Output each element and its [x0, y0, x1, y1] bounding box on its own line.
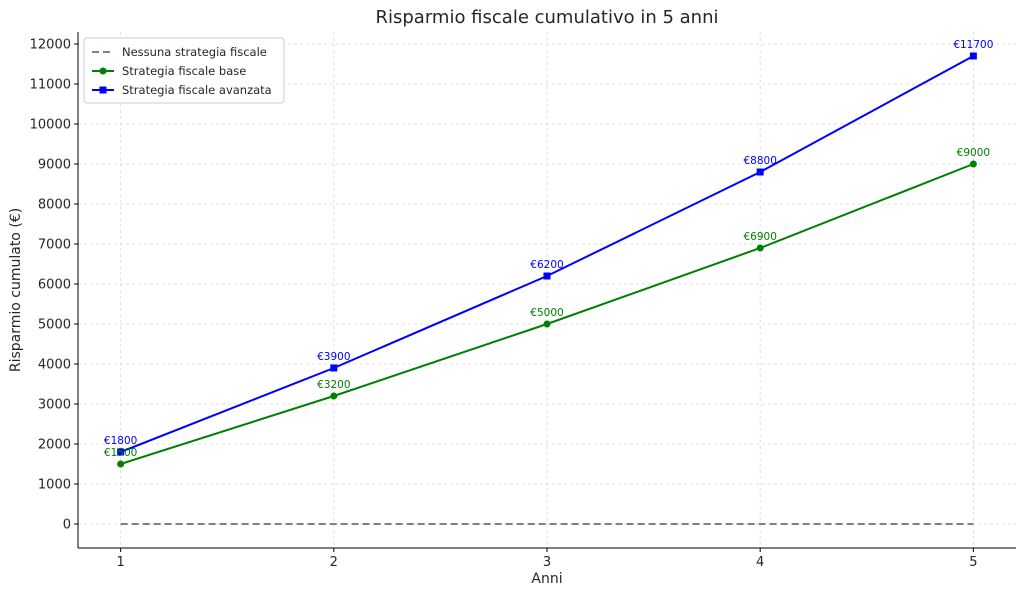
- y-tick-label-8: 8000: [38, 198, 71, 213]
- series-2-data-label-2: €6200: [530, 259, 563, 271]
- series-2-point-2: [543, 272, 551, 280]
- grid: [78, 32, 1016, 548]
- x-tick-label-2: 3: [543, 555, 551, 570]
- y-tick-label-12: 12000: [30, 38, 71, 53]
- x-tick-label-1: 2: [330, 555, 338, 570]
- legend: Nessuna strategia fiscale Strategia fisca…: [83, 37, 285, 104]
- x-tick-label-0: 1: [116, 555, 124, 570]
- x-tick-label-3: 4: [756, 555, 764, 570]
- legend-label-2: Strategia fiscale avanzata: [122, 83, 272, 97]
- series-2-point-0: [117, 448, 125, 456]
- legend-label-0: Nessuna strategia fiscale: [122, 45, 267, 59]
- y-tick-label-9: 9000: [38, 158, 71, 173]
- y-tick-label-0: 0: [63, 518, 71, 533]
- series-2-point-3: [756, 168, 764, 176]
- series-2-data-label-0: €1800: [104, 435, 137, 447]
- y-tick-label-10: 10000: [30, 118, 71, 133]
- y-tick-label-1: 1000: [38, 478, 71, 493]
- series-1-point-2: [543, 320, 551, 328]
- chart-title: Risparmio fiscale cumulativo in 5 anni: [375, 7, 718, 28]
- y-tick-label-4: 4000: [38, 358, 71, 373]
- y-axis-title: Risparmio cumulato (€): [8, 208, 24, 372]
- data-labels: €1500 €3200 €5000 €6900 €9000 €1800 €3900 €6200…: [104, 39, 993, 459]
- series-1-point-0: [117, 460, 125, 468]
- y-tick-label-6: 6000: [38, 278, 71, 293]
- series-1-data-label-1: €3200: [317, 379, 350, 391]
- series-1-data-label-0: €1500: [104, 447, 137, 459]
- series-layer: [117, 52, 977, 525]
- y-tick-label-7: 7000: [38, 238, 71, 253]
- y-tick-label-11: 11000: [30, 78, 71, 93]
- series-2-point-4: [969, 52, 977, 60]
- y-tick-label-3: 3000: [38, 398, 71, 413]
- legend-box: [83, 37, 285, 104]
- series-1-data-label-2: €5000: [530, 307, 563, 319]
- x-axis-title: Anni: [531, 571, 562, 587]
- y-tick-label-2: 2000: [38, 438, 71, 453]
- y-tick-label-5: 5000: [38, 318, 71, 333]
- series-1-point-3: [756, 244, 764, 252]
- x-tick-label-4: 5: [969, 555, 977, 570]
- legend-marker-2: [99, 86, 107, 94]
- series-1-data-label-3: €6900: [743, 231, 776, 243]
- ticks: 1 2 3 4 5 0 1000 2000 3000 4000 5000 6000 7000 8000 90…: [30, 38, 978, 571]
- series-1-point-4: [969, 160, 977, 168]
- series-2-data-label-4: €11700: [953, 39, 993, 51]
- legend-marker-1: [99, 67, 107, 75]
- series-1-data-label-4: €9000: [957, 147, 990, 159]
- series-2-data-label-1: €3900: [317, 351, 350, 363]
- series-1-point-1: [330, 392, 338, 400]
- series-2-data-label-3: €8800: [743, 155, 776, 167]
- legend-label-1: Strategia fiscale base: [122, 64, 246, 78]
- series-2-point-1: [330, 364, 338, 372]
